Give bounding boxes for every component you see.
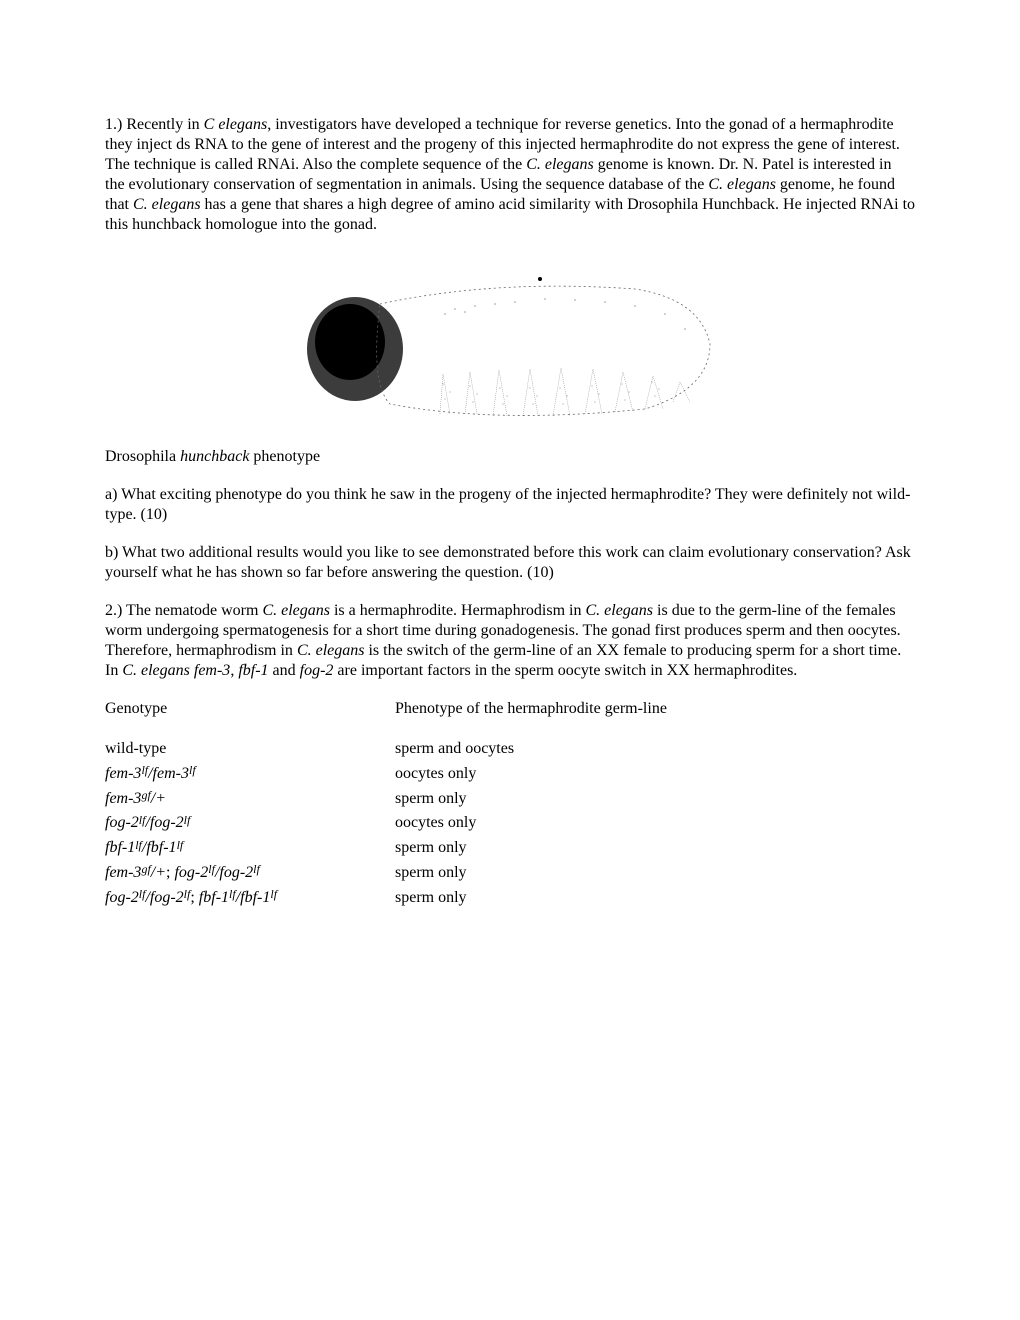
table-row: oocytes only <box>395 762 915 787</box>
table-row: fem-3gf/+ <box>105 787 395 812</box>
separator: ; <box>190 889 198 906</box>
species-name: C. elegans <box>297 642 365 659</box>
table-row: sperm and oocytes <box>395 737 915 762</box>
table-row: fem-3gf/+; fog-2lf/fog-2lf <box>105 861 395 886</box>
q1-text-1: 1.) Recently in <box>105 116 204 133</box>
table-row: sperm only <box>395 836 915 861</box>
genotype-text: fem-3gf/+ <box>105 790 166 807</box>
hunchback-embryo-figure <box>294 253 726 435</box>
q2-text: 2.) The nematode worm <box>105 602 262 619</box>
table-row: fbf-1lf/fbf-1lf <box>105 836 395 861</box>
figure-caption: Drosophila hunchback phenotype <box>105 447 915 467</box>
species-name: C. elegans <box>585 602 653 619</box>
table-row: sperm only <box>395 787 915 812</box>
gene-name: hunchback <box>180 448 249 465</box>
phenotype-rows-container: sperm and oocytesoocytes onlysperm onlyo… <box>395 737 915 911</box>
table-row: oocytes only <box>395 811 915 836</box>
table-row: fog-2lf/fog-2lf <box>105 811 395 836</box>
q1-text-5: has a gene that shares a high degree of … <box>105 196 915 233</box>
species-name: C. elegans <box>708 176 776 193</box>
species-name: C elegans <box>204 116 268 133</box>
document-page: 1.) Recently in C elegans, investigators… <box>0 0 1020 971</box>
genotype-text: fog-2lf/fog-2lf <box>105 889 190 906</box>
genotype-text: fog-2lf/fog-2lf <box>174 864 259 881</box>
gene-name: fbf-1 <box>238 662 268 679</box>
column-header-phenotype: Phenotype of the hermaphrodite germ-line <box>395 699 915 719</box>
question-1b: b) What two additional results would you… <box>105 543 915 583</box>
table-row: wild-type <box>105 737 395 762</box>
question-2-intro: 2.) The nematode worm C. elegans is a he… <box>105 601 915 681</box>
gene-name: fog-2 <box>300 662 334 679</box>
table-row: sperm only <box>395 886 915 911</box>
genotype-column: Genotype wild-type fem-3lf/fem-3lf fem-3gf… <box>105 699 395 911</box>
table-row: sperm only <box>395 861 915 886</box>
q2-text: are important factors in the sperm oocyt… <box>333 662 797 679</box>
genotype-text: wild-type <box>105 740 166 757</box>
species-gene-name: C. elegans fem-3 <box>122 662 230 679</box>
genotype-text: fbf-1lf/fbf-1lf <box>105 839 183 856</box>
genotype-text: fem-3gf/+ <box>105 864 166 881</box>
question-1-intro: 1.) Recently in C elegans, investigators… <box>105 115 915 235</box>
question-1a: a) What exciting phenotype do you think … <box>105 485 915 525</box>
genotype-text: fbf-1lf/fbf-1lf <box>199 889 277 906</box>
phenotype-column: Phenotype of the hermaphrodite germ-line… <box>395 699 915 911</box>
table-row: fog-2lf/fog-2lf; fbf-1lf/fbf-1lf <box>105 886 395 911</box>
species-name: C. elegans <box>526 156 594 173</box>
species-name: C. elegans <box>133 196 201 213</box>
caption-prefix: Drosophila <box>105 448 180 465</box>
q2-text: is a hermaphrodite. Hermaphrodism in <box>330 602 586 619</box>
caption-suffix: phenotype <box>249 448 320 465</box>
genotype-rows-container: wild-type fem-3lf/fem-3lf fem-3gf/+ fog-2lf… <box>105 737 395 911</box>
q2-text: and <box>269 662 300 679</box>
table-row: fem-3lf/fem-3lf <box>105 762 395 787</box>
genotype-text: fem-3lf/fem-3lf <box>105 765 196 782</box>
genotype-text: fog-2lf/fog-2lf <box>105 814 190 831</box>
figure-container <box>105 253 915 435</box>
genotype-phenotype-table: Genotype wild-type fem-3lf/fem-3lf fem-3gf… <box>105 699 915 911</box>
species-name: C. elegans <box>262 602 330 619</box>
column-header-genotype: Genotype <box>105 699 395 719</box>
